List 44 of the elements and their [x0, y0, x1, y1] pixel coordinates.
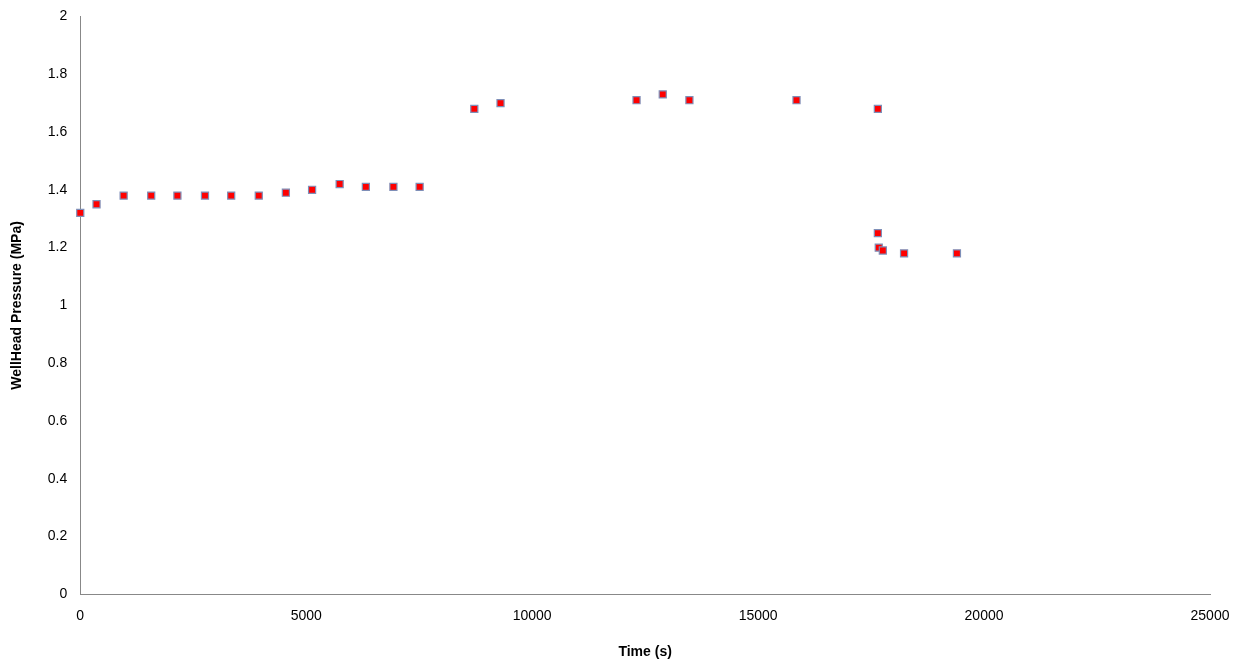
point [307, 185, 317, 194]
point [92, 200, 101, 209]
point [496, 98, 505, 108]
point [899, 249, 909, 258]
x-tick-label: 20000 [964, 606, 1004, 623]
point [281, 188, 291, 197]
point [147, 191, 156, 200]
y-tick-label: 1.6 [47, 122, 68, 139]
point [792, 96, 801, 105]
y-tick-label: 0 [59, 585, 68, 602]
point [76, 208, 85, 218]
y-tick-label: 0.6 [47, 411, 68, 428]
y-axis-title: WellHead Pressure (MPa) [8, 221, 25, 390]
point [873, 104, 882, 114]
point [470, 104, 479, 114]
point [200, 191, 210, 200]
point [173, 191, 182, 200]
x-tick-label: 25000 [1190, 606, 1230, 623]
point [361, 182, 370, 192]
point [389, 182, 398, 192]
y-tick-label: 0.2 [47, 527, 68, 544]
x-tick-label: 10000 [512, 606, 552, 623]
x-axis-title: Time (s) [618, 643, 672, 660]
point [632, 96, 641, 105]
point [335, 179, 344, 189]
y-tick-label: 1.2 [47, 238, 68, 255]
point [254, 191, 263, 200]
point [227, 191, 236, 200]
y-tick-label: 1 [59, 296, 68, 313]
y-tick-label: 1.4 [47, 180, 68, 197]
point [878, 246, 887, 255]
point [415, 182, 424, 192]
y-tick-label: 1.8 [47, 65, 68, 82]
x-tick-label: 5000 [290, 606, 322, 623]
y-tick-label: 0.4 [47, 469, 68, 486]
y-tick-label: 2 [59, 7, 68, 24]
point [952, 249, 962, 258]
x-tick-label: 15000 [738, 606, 778, 623]
point [658, 90, 667, 99]
point [685, 96, 694, 105]
y-tick-label: 0.8 [47, 354, 68, 371]
point [873, 229, 882, 238]
x-tick-label: 0 [76, 606, 85, 623]
point [119, 191, 128, 200]
